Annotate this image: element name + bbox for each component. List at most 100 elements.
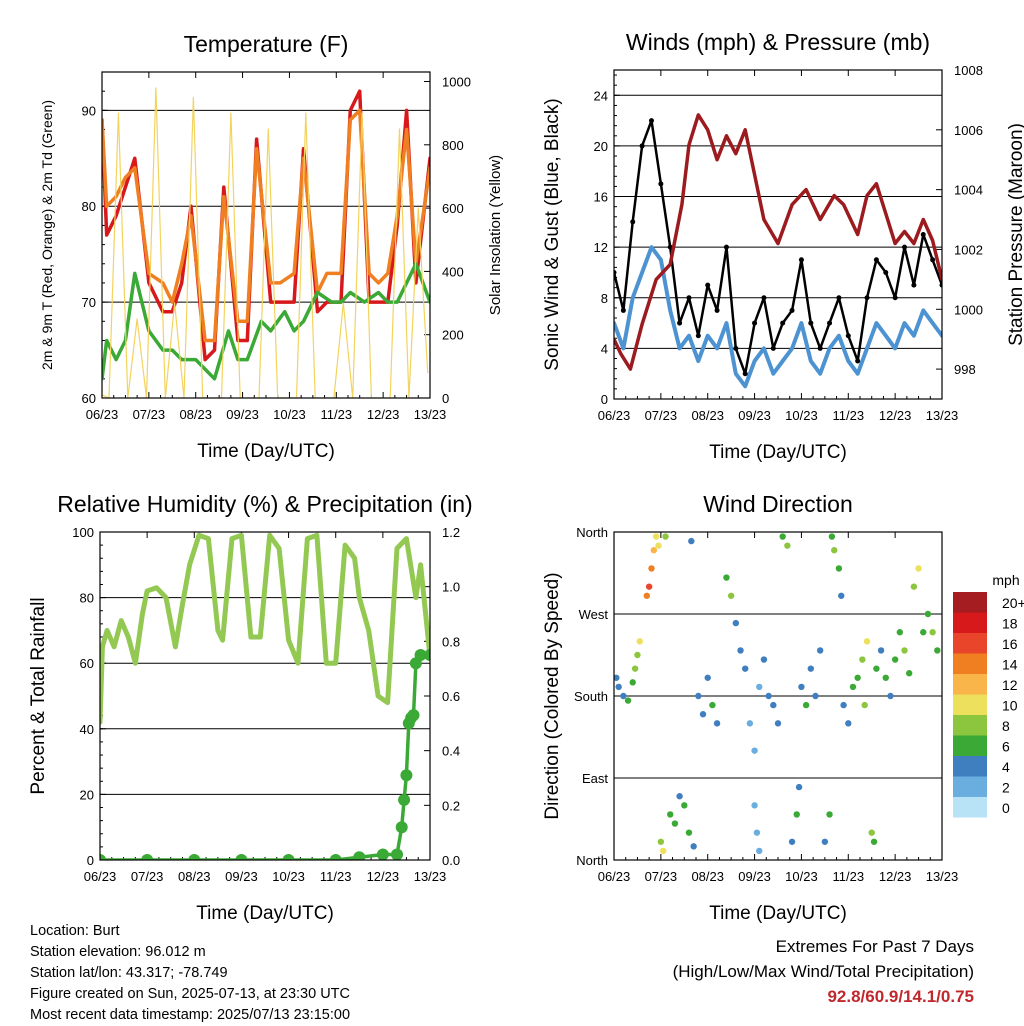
- direction-point: [807, 665, 814, 672]
- colorbar-label: 18: [1002, 616, 1018, 632]
- precip-point: [400, 769, 413, 782]
- gust-point: [873, 257, 879, 263]
- colorbar-swatch: [953, 715, 987, 736]
- y-tick-label: 90: [82, 103, 96, 118]
- precip-point: [100, 854, 106, 860]
- extremes-values: 92.8/60.9/14.1/0.75: [827, 987, 974, 1006]
- y2-tick-label: 600: [442, 201, 464, 216]
- chart-title: Wind Direction: [703, 491, 853, 517]
- gust-point: [614, 269, 617, 275]
- gust-point: [817, 345, 823, 351]
- gust-point: [855, 358, 861, 364]
- direction-point: [859, 656, 866, 663]
- y2-tick-label: 1006: [954, 123, 983, 138]
- direction-point: [620, 692, 627, 700]
- gust-point: [892, 295, 898, 301]
- colorbar-label: 12: [1002, 677, 1018, 693]
- y-tick-label: 20: [594, 139, 608, 154]
- gust-point: [789, 307, 795, 313]
- direction-point: [667, 811, 674, 818]
- direction-point: [795, 783, 803, 791]
- x-tick-label: 08/23: [178, 869, 211, 884]
- x-tick-label: 12/23: [367, 407, 400, 422]
- colorbar-swatch: [953, 797, 987, 818]
- chart-direction: Wind Direction Time (Day/UTC) Direction (C…: [542, 491, 1024, 924]
- chart-title: Relative Humidity (%) & Precipitation (i…: [57, 491, 472, 517]
- info-elevation: Station elevation: 96.012 m: [30, 944, 206, 960]
- gust-point: [864, 295, 870, 301]
- y2-tick-label: 0.4: [442, 744, 460, 759]
- station-info: Location: Burt Station elevation: 96.012…: [30, 921, 350, 1026]
- gust-point: [770, 345, 776, 351]
- y2-tick-label: 1.0: [442, 580, 460, 595]
- precip-point: [235, 854, 248, 860]
- y2-tick-label: 1000: [954, 302, 983, 317]
- direction-point: [821, 838, 829, 845]
- colorbar-label: 2: [1002, 780, 1010, 796]
- direction-point: [648, 565, 655, 572]
- direction-point: [891, 656, 899, 663]
- direction-point: [727, 592, 735, 599]
- y-tick-label: 24: [594, 88, 608, 103]
- direction-point: [704, 674, 711, 681]
- direction-point: [798, 683, 805, 691]
- gust-point: [752, 320, 758, 326]
- plot-area: [100, 532, 430, 860]
- colorbar-swatch: [953, 735, 987, 756]
- direction-point: [831, 547, 838, 554]
- chart-temperature: Temperature (F) Time (Day/UTC) 2m & 9m T (…: [39, 31, 504, 462]
- direction-point: [774, 720, 782, 727]
- x-tick-label: 11/23: [320, 407, 352, 422]
- colorbar-swatch: [953, 756, 987, 777]
- direction-point: [793, 811, 800, 818]
- direction-point: [877, 647, 885, 654]
- y2-tick-label: 0.6: [442, 689, 460, 704]
- direction-point: [657, 838, 665, 845]
- gust-point: [902, 244, 908, 250]
- chart-title: Winds (mph) & Pressure (mb): [626, 29, 930, 55]
- x-tick-label: 09/23: [738, 869, 771, 884]
- direction-point: [688, 537, 695, 545]
- direction-point: [770, 701, 777, 709]
- direction-point: [854, 674, 861, 681]
- x-tick-label: 09/23: [738, 408, 771, 423]
- direction-point: [643, 592, 650, 599]
- direction-point: [756, 683, 763, 691]
- gust-point: [705, 282, 711, 288]
- info-recent: Most recent data timestamp: 2025/07/13 2…: [30, 1007, 351, 1023]
- precip-point: [407, 709, 420, 722]
- gust-point: [827, 320, 833, 326]
- y2-tick-label: 0.2: [442, 798, 460, 813]
- gust-point: [667, 244, 673, 250]
- direction-point: [920, 629, 927, 636]
- gust-point: [677, 320, 683, 326]
- series-line-1: [614, 119, 942, 375]
- info-latlon: Station lat/lon: 43.317; -78.749: [30, 965, 228, 981]
- gust-point: [798, 257, 804, 263]
- y2-tick-label: 1002: [954, 242, 983, 257]
- y-tick-label: 60: [80, 656, 94, 671]
- direction-point: [695, 692, 702, 700]
- direction-point: [901, 647, 908, 654]
- precip-point: [391, 848, 403, 860]
- y-tick-label: 4: [601, 341, 608, 356]
- y2-tick-label: 1000: [442, 74, 471, 89]
- y-axis-label: Direction (Colored By Speed): [542, 572, 563, 819]
- y-tick-label: 60: [82, 391, 96, 406]
- direction-point: [713, 720, 721, 727]
- direction-point: [896, 629, 904, 636]
- series-line-1: [102, 108, 430, 343]
- y-axis-label: Sonic Wind & Gust (Blue, Black): [542, 98, 563, 370]
- y-tick-label: 0: [601, 392, 608, 407]
- direction-point: [636, 638, 643, 645]
- gust-point: [836, 295, 842, 301]
- direction-point: [746, 720, 754, 727]
- direction-point: [788, 838, 796, 845]
- x-tick-label: 08/23: [179, 407, 212, 422]
- colorbar-swatch: [953, 776, 987, 797]
- y2-tick-label: 1008: [954, 63, 983, 78]
- plot-frame: [99, 531, 431, 861]
- x-tick-label: 12/23: [879, 869, 912, 884]
- gust-point: [714, 307, 720, 313]
